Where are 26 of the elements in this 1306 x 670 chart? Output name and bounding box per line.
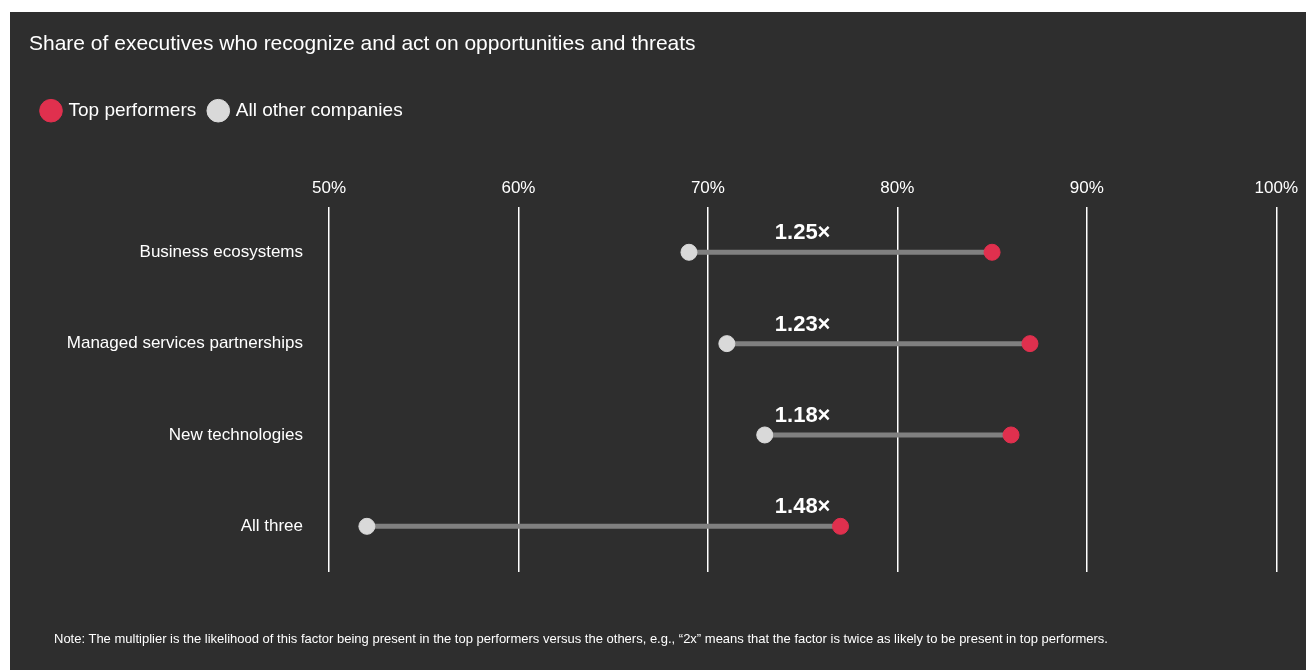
point (756, 426, 774, 444)
y-tick-label: All three (240, 516, 303, 536)
text: Note: The multiplier is the likelihood of this factor being present in the top performers versus the others, e.g., “2x” means that the factor is twice as likely to be present in top performers. (54, 630, 1109, 647)
x-tick-label: 80% (880, 178, 915, 198)
point (1002, 426, 1020, 444)
y-tick-label: Managed services partnerships (66, 333, 303, 353)
x-tick-label: 100% (1254, 178, 1298, 198)
legend-label: All other companies (235, 98, 403, 120)
annotation: 1.18× (774, 402, 831, 428)
x-tick-label: 60% (501, 178, 536, 198)
annotation: 1.25× (774, 219, 831, 245)
point (680, 243, 698, 261)
x-tick-label: 90% (1069, 178, 1104, 198)
y-tick-label: Business ecosystems (139, 241, 303, 261)
annotation: 1.48× (774, 493, 831, 519)
x-tick-label: 70% (690, 178, 725, 198)
point (983, 243, 1001, 261)
point (832, 517, 850, 535)
legend-label: Top performers (68, 98, 197, 120)
x-tick-label: 50% (311, 178, 347, 198)
point (718, 335, 736, 353)
chart-title: Share of executives who recognize and act on opportunities and threats (29, 31, 696, 55)
point (1021, 335, 1039, 353)
y-tick-label: New technologies (168, 424, 303, 444)
point (358, 517, 376, 535)
annotation: 1.23× (774, 310, 831, 336)
